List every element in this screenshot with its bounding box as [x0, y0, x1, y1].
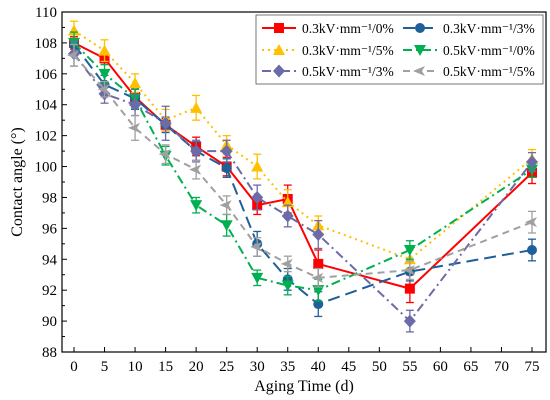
x-tick-label: 5 — [101, 359, 109, 375]
y-tick-label: 90 — [42, 314, 57, 330]
data-point — [190, 144, 203, 158]
data-point — [403, 314, 416, 328]
data-point — [190, 200, 203, 212]
data-point — [525, 217, 537, 228]
data-point — [402, 265, 415, 276]
axes-layer: 0 5 10 15 20 25 30 35 40 45 50 55 60 65 70 75 88 90 92 94 96… — [35, 5, 540, 375]
data-point — [98, 44, 111, 56]
data-point — [158, 149, 171, 160]
x-axis-title: Aging Time (d) — [254, 378, 354, 395]
data-point — [190, 101, 203, 113]
data-point — [281, 209, 294, 223]
y-axis-title: Contact angle (°) — [9, 127, 26, 236]
y-tick-label: 94 — [42, 252, 58, 268]
x-tick-label: 20 — [189, 359, 204, 375]
y-tick-label: 110 — [35, 5, 57, 21]
x-tick-label: 30 — [250, 359, 265, 375]
legend-item-1: 0.3kV·mm⁻¹/3% — [403, 21, 535, 36]
y-tick-label: 100 — [35, 160, 58, 176]
data-point — [220, 220, 233, 232]
legend-item-2: 0.3kV·mm⁻¹/5% — [262, 43, 394, 58]
y-tick-label: 102 — [35, 129, 58, 145]
legend-marker — [415, 23, 425, 33]
legend-label: 0.5kV·mm⁻¹/0% — [443, 43, 535, 58]
data-point — [311, 272, 324, 283]
x-tick-label: 15 — [158, 359, 173, 375]
data-point — [280, 258, 293, 269]
x-tick-label: 40 — [311, 359, 326, 375]
data-point — [281, 280, 294, 292]
x-tick-label: 55 — [402, 359, 417, 375]
legend-item-4: 0.5kV·mm⁻¹/3% — [262, 64, 394, 79]
y-tick-label: 108 — [35, 36, 58, 52]
legend-label: 0.3kV·mm⁻¹/3% — [443, 21, 535, 36]
data-point — [312, 228, 325, 242]
y-tick-label: 98 — [42, 190, 57, 206]
x-tick-label: 75 — [525, 359, 540, 375]
legend-item-0: 0.3kV·mm⁻¹/0% — [262, 21, 394, 36]
x-tick-label: 50 — [372, 359, 387, 375]
x-tick-label: 10 — [128, 359, 143, 375]
data-point — [221, 163, 232, 174]
y-tick-label: 104 — [35, 98, 58, 114]
x-tick-label: 65 — [463, 359, 478, 375]
y-tick-label: 92 — [42, 283, 57, 299]
y-tick-label: 96 — [42, 221, 58, 237]
series-4 — [68, 40, 538, 333]
data-point — [281, 196, 294, 208]
data-point — [129, 98, 142, 112]
x-tick-label: 35 — [280, 359, 295, 375]
legend-marker — [274, 23, 284, 33]
x-tick-label: 45 — [341, 359, 356, 375]
legend-box — [255, 14, 544, 85]
data-point — [97, 84, 110, 95]
legend-items: 0.3kV·mm⁻¹/0% 0.3kV·mm⁻¹/3% 0.3kV·mm⁻¹/5% 0… — [262, 21, 535, 79]
data-point — [251, 190, 264, 204]
y-tick-label: 106 — [35, 67, 58, 83]
legend-item-5: 0.5kV·mm⁻¹/5% — [403, 64, 535, 79]
legend-label: 0.5kV·mm⁻¹/5% — [443, 64, 535, 79]
data-point — [128, 122, 141, 133]
legend-marker — [413, 66, 425, 76]
data-point — [312, 285, 325, 297]
data-point — [159, 116, 172, 130]
legend-item-3: 0.5kV·mm⁻¹/0% — [403, 43, 535, 58]
legend-label: 0.3kV·mm⁻¹/0% — [302, 21, 394, 36]
y-tick-label: 88 — [42, 345, 57, 361]
data-point — [527, 245, 537, 255]
data-point — [98, 68, 111, 80]
data-point — [219, 200, 232, 211]
data-point — [313, 258, 324, 269]
series-5 — [67, 43, 537, 288]
data-point — [67, 50, 79, 61]
data-point — [250, 241, 263, 252]
plot-content — [67, 20, 538, 333]
data-point — [404, 283, 415, 294]
data-point — [189, 164, 202, 175]
data-point — [220, 144, 233, 158]
x-tick-label: 0 — [70, 359, 78, 375]
legend-label: 0.5kV·mm⁻¹/3% — [302, 64, 394, 79]
legend: 0.3kV·mm⁻¹/0% 0.3kV·mm⁻¹/3% 0.3kV·mm⁻¹/5% 0… — [255, 14, 544, 85]
data-point — [68, 24, 80, 36]
legend-marker — [273, 64, 285, 78]
data-point — [526, 155, 538, 169]
x-tick-label: 60 — [433, 359, 448, 375]
x-tick-label: 70 — [494, 359, 509, 375]
data-point — [403, 245, 416, 256]
data-point — [251, 160, 264, 172]
legend-marker — [273, 44, 285, 55]
legend-label: 0.3kV·mm⁻¹/5% — [302, 43, 394, 58]
legend-marker — [414, 45, 426, 56]
data-point — [251, 272, 264, 284]
x-tick-label: 25 — [219, 359, 234, 375]
data-point — [129, 77, 142, 89]
